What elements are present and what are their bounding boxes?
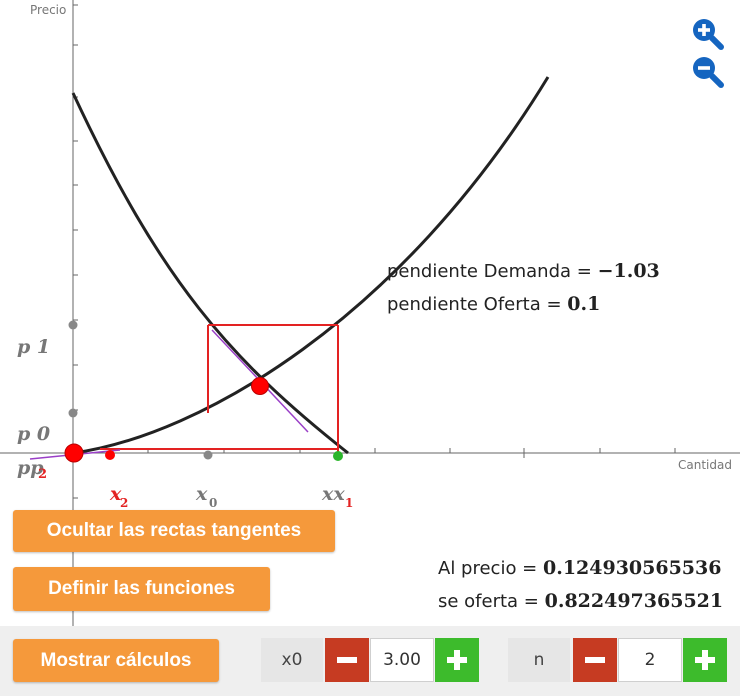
origin-point[interactable] <box>64 443 84 463</box>
zoom-out-icon <box>693 57 724 88</box>
minus-icon <box>337 657 357 663</box>
x2-label: x <box>109 483 122 505</box>
supply-result-text: se oferta = 0.822497365521 <box>438 590 723 612</box>
x0-axis-point <box>203 450 213 460</box>
supply-slope-label: pendiente Oferta = <box>387 294 568 315</box>
x-ticks <box>147 448 676 458</box>
show-calculations-button[interactable]: Mostrar cálculos <box>13 639 219 682</box>
n-label: n <box>508 638 570 682</box>
x1-point[interactable] <box>333 451 343 461</box>
zoom-in-button[interactable] <box>690 16 724 50</box>
price-result-label: Al precio = <box>438 558 543 579</box>
p0-axis-point <box>68 408 78 418</box>
x0-decrease-button[interactable] <box>325 638 369 682</box>
plus-icon <box>447 650 467 670</box>
demand-slope-text: pendiente Demanda = −1.03 <box>387 260 660 282</box>
supply-slope-value: 0.1 <box>567 293 601 315</box>
hide-tangents-button[interactable]: Ocultar las rectas tangentes <box>13 510 335 552</box>
y-ticks <box>73 4 78 589</box>
price-result-text: Al precio = 0.124930565536 <box>438 557 721 579</box>
minus-icon <box>585 657 605 663</box>
supply-result-label: se oferta = <box>438 591 545 612</box>
supply-result-value: 0.822497365521 <box>544 590 724 612</box>
supply-slope-text: pendiente Oferta = 0.1 <box>387 293 600 315</box>
define-functions-button[interactable]: Definir las funciones <box>13 567 270 611</box>
x2-sub-label: 2 <box>120 496 128 510</box>
equilibrium-point[interactable] <box>251 377 269 395</box>
demand-curve[interactable] <box>71 92 349 455</box>
y-axis-label: Precio <box>30 3 66 17</box>
p2-label: pp <box>17 457 44 479</box>
x0-sub-label: 0 <box>209 496 217 510</box>
n-increase-button[interactable] <box>683 638 727 682</box>
x0-value-field[interactable]: 3.00 <box>370 638 434 682</box>
x1-label: xx <box>321 483 345 505</box>
x0-label: x0 <box>261 638 323 682</box>
p1-axis-point <box>68 320 78 330</box>
p2-sub-label: 2 <box>38 467 47 482</box>
x0-increase-button[interactable] <box>435 638 479 682</box>
x2-point[interactable] <box>105 450 115 460</box>
x-axis-label: Cantidad <box>678 458 732 472</box>
x0-label: x <box>195 483 208 505</box>
p0-label: p 0 <box>17 423 50 445</box>
zoom-in-icon <box>693 19 724 50</box>
price-result-value: 0.124930565536 <box>542 557 722 579</box>
zoom-out-button[interactable] <box>690 54 724 88</box>
p1-label: p 1 <box>17 336 50 358</box>
plus-icon <box>695 650 715 670</box>
x1-sub-label: 1 <box>345 496 353 510</box>
demand-slope-value: −1.03 <box>597 260 660 282</box>
n-decrease-button[interactable] <box>573 638 617 682</box>
supply-curve[interactable] <box>73 76 550 455</box>
n-value-field[interactable]: 2 <box>618 638 682 682</box>
cobweb-box <box>100 324 339 453</box>
demand-slope-label: pendiente Demanda = <box>387 261 598 282</box>
